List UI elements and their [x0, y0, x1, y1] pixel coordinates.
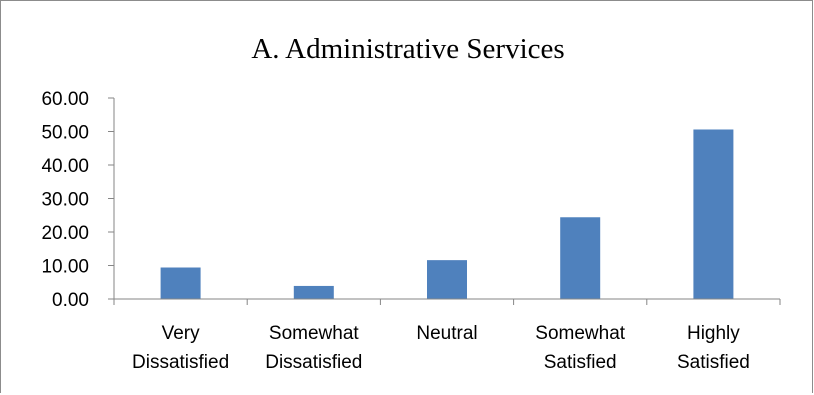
- y-tick-label: 60.00: [41, 89, 89, 110]
- y-tick-label: 50.00: [41, 123, 89, 144]
- y-tick-label: 20.00: [41, 223, 89, 244]
- y-tick-label: 0.00: [52, 290, 89, 311]
- category-label: Dissatisfied: [132, 352, 229, 373]
- bar: [160, 267, 201, 299]
- category-label: Satisfied: [544, 352, 617, 373]
- bar: [293, 285, 334, 299]
- category-label: Satisfied: [677, 352, 750, 373]
- category-label: Somewhat: [535, 323, 625, 344]
- category-label: Very: [162, 323, 201, 344]
- chart-title: A. Administrative Services: [251, 33, 564, 65]
- bar: [560, 217, 601, 299]
- y-tick-label: 30.00: [41, 190, 89, 211]
- category-label: Dissatisfied: [265, 352, 362, 373]
- category-label: Somewhat: [269, 323, 359, 344]
- y-tick-label: 10.00: [41, 257, 89, 278]
- category-label: Highly: [687, 323, 740, 344]
- category-label: Neutral: [416, 323, 477, 344]
- bar: [693, 129, 734, 299]
- bar: [427, 260, 467, 299]
- y-tick-label: 40.00: [41, 156, 89, 177]
- plot-area: 0.00 10.00 20.00 30.00 40.00 50.00 60.00 Very Di…: [41, 89, 781, 373]
